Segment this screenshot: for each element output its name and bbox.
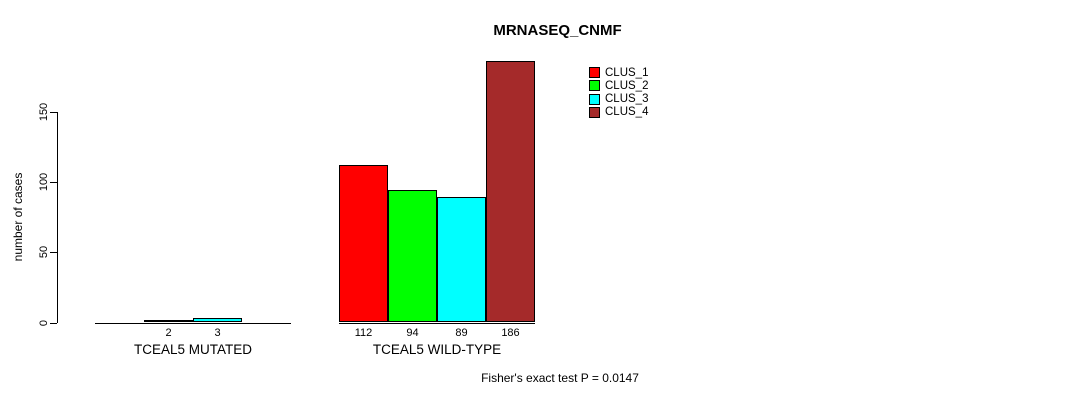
bar-value-label: 89: [455, 327, 468, 339]
y-tick: [50, 182, 57, 183]
bar-value-label: 94: [406, 327, 419, 339]
y-tick-label: 50: [38, 246, 50, 259]
group-label: TCEAL5 WILD-TYPE: [372, 342, 502, 357]
legend-swatch-icon: [589, 93, 600, 105]
bar-value-label: 186: [501, 327, 520, 339]
y-tick: [50, 323, 57, 324]
legend-label: CLUS_3: [605, 93, 649, 106]
legend-swatch-icon: [589, 106, 600, 118]
legend-label: CLUS_1: [605, 66, 649, 79]
y-tick-label: 150: [38, 102, 50, 121]
y-axis-line: [57, 111, 58, 323]
legend-row: CLUS_2: [589, 79, 648, 92]
chart-title: MRNASEQ_CNMF: [493, 22, 622, 39]
legend-label: CLUS_4: [605, 106, 649, 119]
bar: [486, 60, 535, 323]
bar: [437, 197, 486, 323]
legend-swatch-icon: [589, 67, 600, 78]
legend-row: CLUS_1: [589, 66, 648, 79]
bar-value-label: 2: [165, 327, 172, 339]
bar: [144, 319, 193, 323]
legend-row: CLUS_4: [589, 106, 648, 119]
y-tick: [50, 112, 57, 113]
bar-value-label: 112: [354, 327, 373, 339]
annotation-text: Fisher's exact test P = 0.0147: [481, 371, 639, 385]
group-baseline: [95, 323, 291, 324]
legend-label: CLUS_2: [605, 79, 649, 92]
legend-row: CLUS_3: [589, 93, 648, 106]
y-tick: [50, 252, 57, 253]
bar: [388, 190, 437, 323]
group-label: TCEAL5 MUTATED: [133, 342, 252, 357]
bar: [193, 318, 242, 323]
legend-swatch-icon: [589, 80, 600, 92]
group-baseline: [339, 323, 535, 324]
bar-value-label: 3: [214, 327, 221, 339]
y-tick-label: 0: [38, 319, 50, 326]
bar: [339, 164, 388, 323]
y-axis-label: number of cases: [11, 172, 25, 262]
y-tick-label: 100: [38, 172, 50, 192]
